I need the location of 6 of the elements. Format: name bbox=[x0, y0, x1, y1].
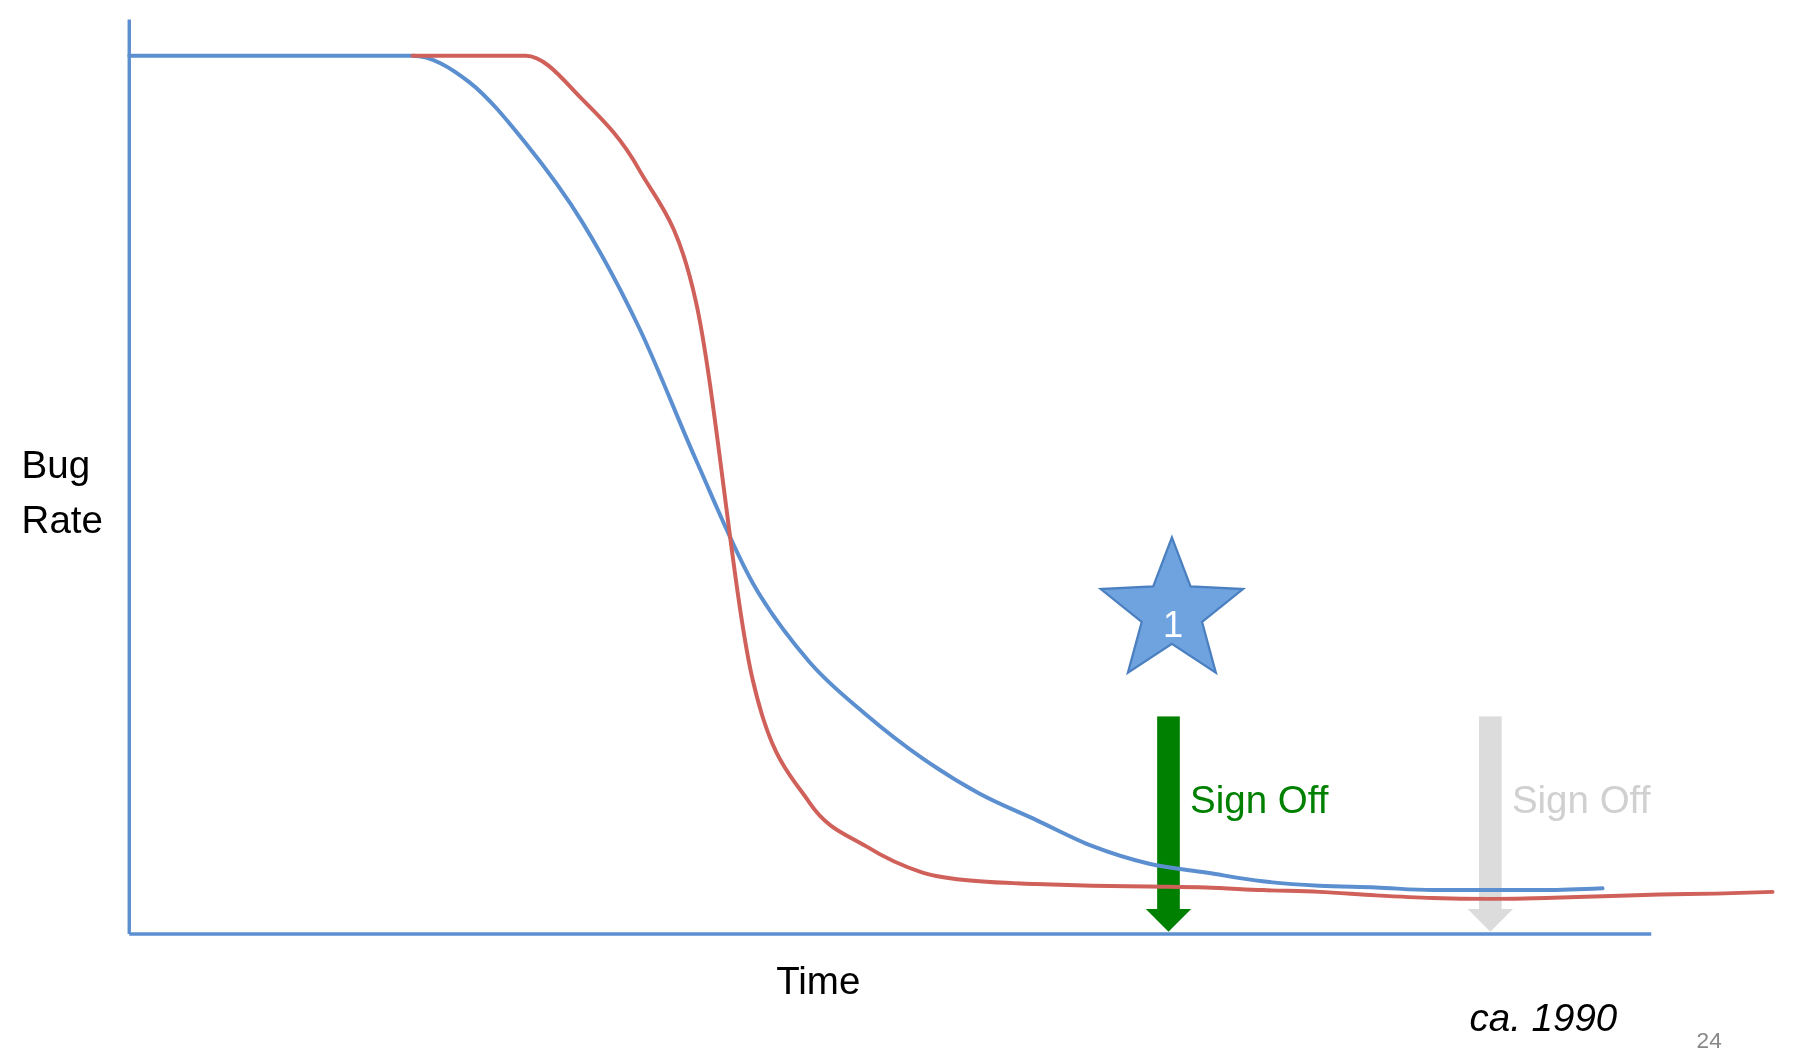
text: ca. 1990 bbox=[1469, 996, 1618, 1040]
annotation: 1 bbox=[1162, 604, 1184, 646]
text: 24 bbox=[1696, 1027, 1722, 1053]
annotation: Sign Off bbox=[1190, 777, 1329, 821]
x-axis-title: Time bbox=[776, 959, 861, 1003]
y-axis-title: Bug Rate bbox=[21, 443, 103, 541]
